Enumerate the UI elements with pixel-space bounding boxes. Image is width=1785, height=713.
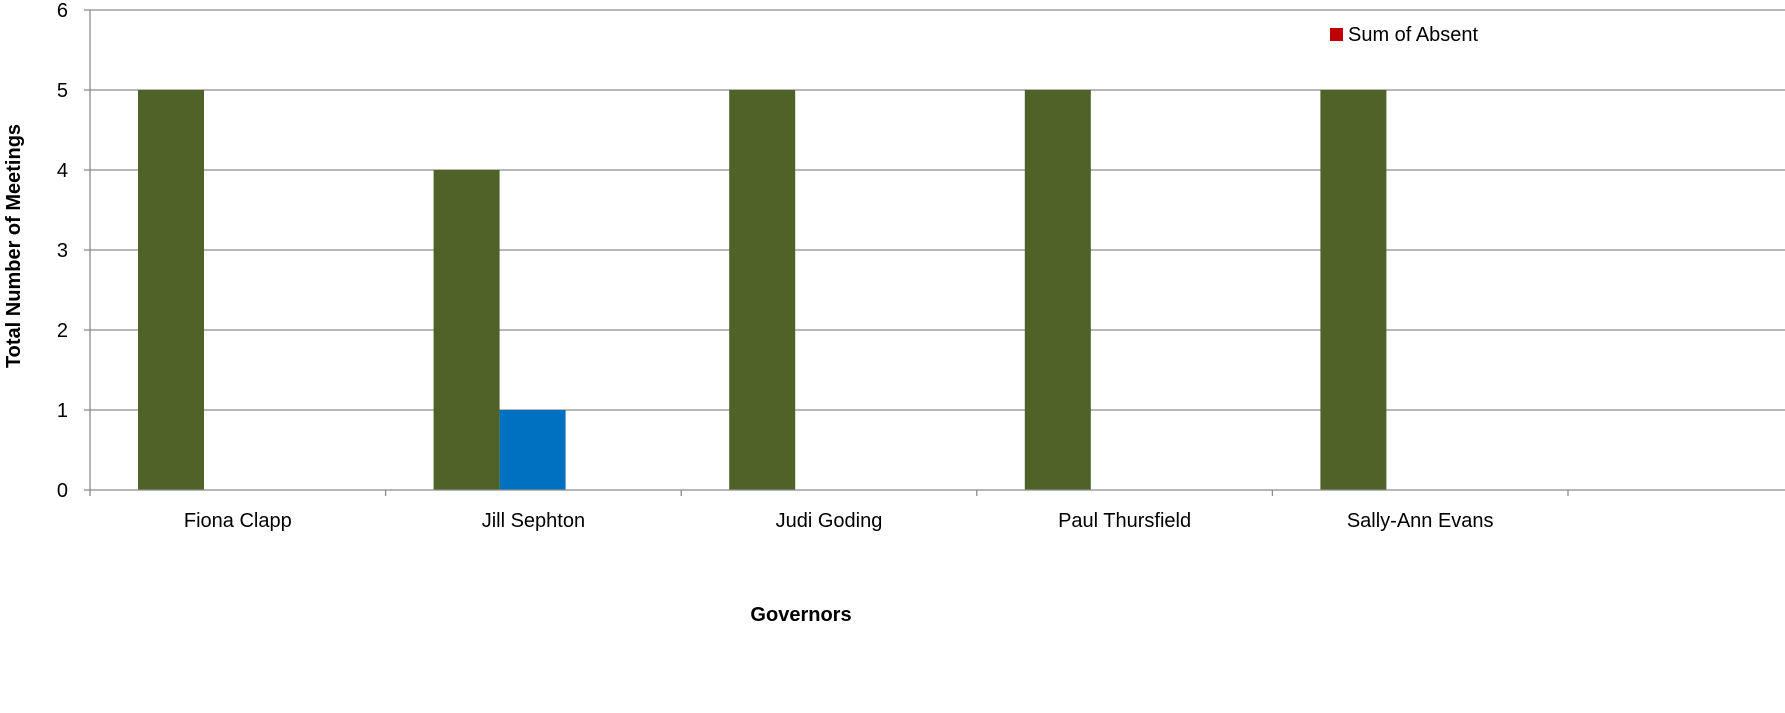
bar (499, 410, 566, 490)
bar (433, 170, 500, 490)
y-tick-label: 4 (57, 160, 68, 182)
bar (1024, 90, 1091, 490)
y-tick-label: 1 (57, 400, 68, 422)
y-tick-labels: 0 1 2 3 4 5 6 (57, 0, 68, 502)
bar (729, 90, 796, 490)
y-tick-label: 0 (57, 480, 68, 502)
axes (84, 9, 1785, 496)
x-tick-label: Paul Thursfield (1058, 510, 1191, 532)
gridlines (90, 9, 1785, 411)
x-axis-title: Governors (750, 604, 851, 626)
bar (138, 90, 204, 490)
x-tick-label: Judi Goding (776, 510, 883, 532)
x-tick-label: Jill Sephton (482, 510, 585, 532)
legend: Sum of Absent (1330, 24, 1479, 46)
bars (138, 90, 1387, 490)
x-tick-labels: Fiona Clapp Jill Sephton Judi Goding Paul T… (184, 510, 1494, 532)
y-tick-label: 3 (57, 240, 68, 262)
legend-label-sum-of-absent: Sum of Absent (1348, 24, 1479, 46)
y-tick-label: 5 (57, 80, 68, 102)
bar (1320, 90, 1387, 490)
x-tick-label: Fiona Clapp (184, 510, 292, 532)
y-tick-label: 6 (57, 0, 68, 22)
legend-swatch-sum-of-absent (1330, 28, 1343, 41)
y-tick-label: 2 (57, 320, 68, 342)
x-tick-label: Sally-Ann Evans (1347, 510, 1494, 532)
y-axis-title: Total Number of Meetings (3, 124, 25, 368)
